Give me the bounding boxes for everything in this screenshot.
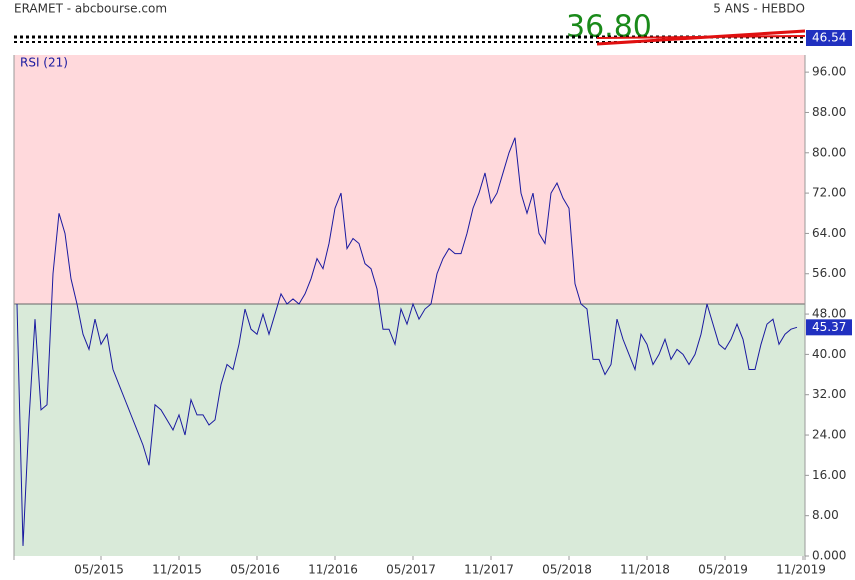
y-tick-label: 80.00 bbox=[812, 145, 846, 159]
price-box bbox=[806, 30, 852, 46]
y-tick-label: 56.00 bbox=[812, 266, 846, 280]
upper-zone bbox=[14, 55, 805, 304]
y-tick-label: 88.00 bbox=[812, 105, 846, 119]
lower-zone bbox=[14, 303, 805, 556]
price-label: 46.54 bbox=[812, 31, 846, 45]
current-label: 45.37 bbox=[812, 320, 846, 334]
y-tick-label: 16.00 bbox=[812, 468, 846, 482]
x-tick-label: 11/2016 bbox=[308, 563, 358, 577]
rsi-line bbox=[16, 137, 798, 546]
x-tick-label: 05/2019 bbox=[698, 563, 748, 577]
x-tick-label: 11/2017 bbox=[464, 563, 514, 577]
y-tick-label: 96.00 bbox=[812, 65, 846, 79]
x-tick-label: 05/2017 bbox=[386, 563, 436, 577]
x-tick-label: 11/2018 bbox=[620, 563, 670, 577]
y-tick-label: 64.00 bbox=[812, 226, 846, 240]
y-tick-label: 72.00 bbox=[812, 186, 846, 200]
chart-title: ERAMET - abcbourse.com bbox=[14, 2, 167, 16]
y-tick-label: 0.000 bbox=[812, 549, 846, 563]
y-tick-label: 32.00 bbox=[812, 387, 846, 401]
x-tick-label: 05/2018 bbox=[542, 563, 592, 577]
x-tick-label: 11/2015 bbox=[152, 563, 202, 577]
legend-label: RSI (21) bbox=[20, 56, 68, 70]
price-annotation: 36.80 bbox=[566, 10, 652, 45]
x-tick-label: 05/2015 bbox=[74, 563, 124, 577]
x-tick-label: 05/2016 bbox=[230, 563, 280, 577]
chart-subtitle: 5 ANS - HEBDO bbox=[713, 2, 805, 16]
y-tick-label: 8.00 bbox=[812, 508, 839, 522]
price-trend bbox=[596, 35, 806, 39]
current-box bbox=[806, 319, 852, 336]
y-tick-label: 40.00 bbox=[812, 347, 846, 361]
y-tick-label: 48.00 bbox=[812, 307, 846, 321]
y-tick-label: 24.00 bbox=[812, 428, 846, 442]
x-tick-label: 11/2019 bbox=[776, 563, 826, 577]
